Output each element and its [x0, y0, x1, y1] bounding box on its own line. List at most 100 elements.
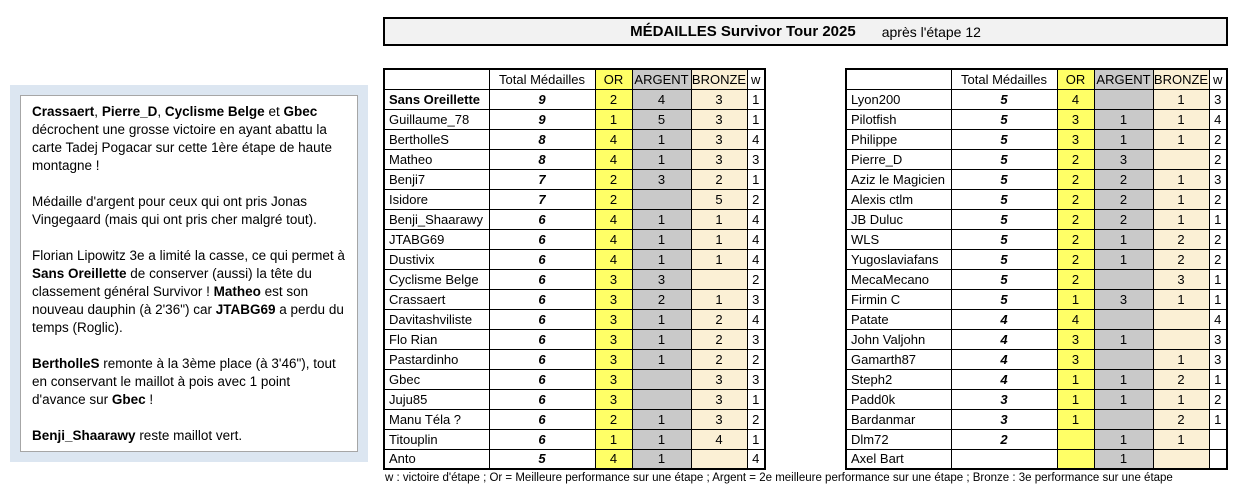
- cell-name[interactable]: Anto: [383, 448, 490, 470]
- cell-bronze[interactable]: 1: [1152, 188, 1210, 210]
- cell-bronze[interactable]: 1: [690, 208, 748, 230]
- cell-argent[interactable]: 1: [631, 328, 692, 350]
- cell-argent[interactable]: [1093, 308, 1154, 330]
- cell-name[interactable]: BertholleS: [383, 128, 490, 150]
- cell-or[interactable]: 4: [594, 208, 633, 230]
- cell-w[interactable]: 1: [746, 168, 766, 190]
- cell-total[interactable]: 6: [488, 228, 596, 250]
- cell-w[interactable]: 2: [746, 408, 766, 430]
- cell-bronze[interactable]: 1: [1152, 428, 1210, 450]
- cell-w[interactable]: 4: [746, 208, 766, 230]
- cell-w[interactable]: 2: [1208, 388, 1228, 410]
- cell-total[interactable]: 5: [950, 188, 1058, 210]
- cell-argent[interactable]: 1: [631, 408, 692, 430]
- cell-total[interactable]: 3: [950, 408, 1058, 430]
- cell-name[interactable]: Patate: [845, 308, 952, 330]
- col-header-name[interactable]: [845, 68, 952, 90]
- cell-argent[interactable]: 3: [1093, 148, 1154, 170]
- cell-or[interactable]: 4: [594, 448, 633, 470]
- cell-w[interactable]: 1: [746, 108, 766, 130]
- cell-name[interactable]: Manu Téla ?: [383, 408, 490, 430]
- cell-or[interactable]: 2: [1056, 208, 1095, 230]
- cell-name[interactable]: WLS: [845, 228, 952, 250]
- cell-or[interactable]: 2: [594, 168, 633, 190]
- cell-w[interactable]: 2: [1208, 228, 1228, 250]
- cell-total[interactable]: 5: [950, 108, 1058, 130]
- cell-total[interactable]: 9: [488, 88, 596, 110]
- cell-argent[interactable]: 2: [1093, 188, 1154, 210]
- cell-argent[interactable]: [1093, 268, 1154, 290]
- cell-bronze[interactable]: 1: [1152, 388, 1210, 410]
- cell-bronze[interactable]: 2: [1152, 368, 1210, 390]
- cell-w[interactable]: 1: [746, 428, 766, 450]
- cell-w[interactable]: 3: [1208, 348, 1228, 370]
- cell-name[interactable]: Cyclisme Belge: [383, 268, 490, 290]
- cell-total[interactable]: 6: [488, 408, 596, 430]
- cell-argent[interactable]: 1: [1093, 428, 1154, 450]
- cell-w[interactable]: 2: [1208, 128, 1228, 150]
- cell-argent[interactable]: 1: [631, 128, 692, 150]
- cell-argent[interactable]: 1: [631, 148, 692, 170]
- cell-name[interactable]: Isidore: [383, 188, 490, 210]
- cell-name[interactable]: Aziz le Magicien: [845, 168, 952, 190]
- cell-name[interactable]: Axel Bart: [845, 448, 952, 470]
- cell-name[interactable]: Dustivix: [383, 248, 490, 270]
- cell-name[interactable]: Benji7: [383, 168, 490, 190]
- cell-or[interactable]: 3: [594, 308, 633, 330]
- cell-argent[interactable]: 1: [1093, 388, 1154, 410]
- cell-w[interactable]: 1: [1208, 408, 1228, 430]
- cell-total[interactable]: 6: [488, 348, 596, 370]
- cell-argent[interactable]: [631, 388, 692, 410]
- cell-or[interactable]: 3: [594, 288, 633, 310]
- cell-argent[interactable]: 2: [1093, 168, 1154, 190]
- cell-argent[interactable]: [631, 368, 692, 390]
- cell-w[interactable]: 2: [746, 188, 766, 210]
- cell-or[interactable]: 4: [1056, 88, 1095, 110]
- cell-w[interactable]: 4: [746, 228, 766, 250]
- cell-w[interactable]: 4: [746, 448, 766, 470]
- cell-total[interactable]: 5: [950, 168, 1058, 190]
- cell-bronze[interactable]: 2: [1152, 248, 1210, 270]
- col-header-argent[interactable]: ARGENT: [1093, 68, 1154, 90]
- cell-w[interactable]: 4: [1208, 308, 1228, 330]
- col-header-total[interactable]: Total Médailles: [950, 68, 1058, 90]
- cell-or[interactable]: 2: [1056, 168, 1095, 190]
- cell-total[interactable]: 4: [950, 308, 1058, 330]
- cell-or[interactable]: 2: [594, 88, 633, 110]
- cell-bronze[interactable]: 1: [690, 228, 748, 250]
- cell-or[interactable]: 2: [1056, 268, 1095, 290]
- cell-total[interactable]: 6: [488, 388, 596, 410]
- cell-argent[interactable]: 1: [631, 228, 692, 250]
- cell-argent[interactable]: 1: [631, 428, 692, 450]
- cell-or[interactable]: 3: [1056, 328, 1095, 350]
- cell-or[interactable]: 3: [1056, 108, 1095, 130]
- cell-argent[interactable]: 1: [1093, 368, 1154, 390]
- col-header-bronze[interactable]: BRONZE: [690, 68, 748, 90]
- cell-argent[interactable]: 3: [1093, 288, 1154, 310]
- cell-w[interactable]: 2: [746, 348, 766, 370]
- cell-argent[interactable]: 1: [1093, 128, 1154, 150]
- cell-name[interactable]: Gamarth87: [845, 348, 952, 370]
- cell-name[interactable]: Padd0k: [845, 388, 952, 410]
- col-header-or[interactable]: OR: [1056, 68, 1095, 90]
- cell-or[interactable]: 1: [1056, 388, 1095, 410]
- cell-total[interactable]: 6: [488, 248, 596, 270]
- cell-name[interactable]: Matheo: [383, 148, 490, 170]
- cell-name[interactable]: Davitashviliste: [383, 308, 490, 330]
- cell-name[interactable]: John Valjohn: [845, 328, 952, 350]
- cell-or[interactable]: 3: [594, 368, 633, 390]
- cell-w[interactable]: 1: [1208, 268, 1228, 290]
- cell-or[interactable]: [1056, 428, 1095, 450]
- cell-name[interactable]: Pierre_D: [845, 148, 952, 170]
- cell-name[interactable]: Guillaume_78: [383, 108, 490, 130]
- cell-bronze[interactable]: 1: [1152, 128, 1210, 150]
- cell-argent[interactable]: 3: [631, 268, 692, 290]
- cell-name[interactable]: JB Duluc: [845, 208, 952, 230]
- cell-total[interactable]: 5: [950, 268, 1058, 290]
- cell-total[interactable]: 4: [950, 348, 1058, 370]
- cell-bronze[interactable]: 1: [690, 288, 748, 310]
- cell-argent[interactable]: 1: [631, 348, 692, 370]
- cell-name[interactable]: Bardanmar: [845, 408, 952, 430]
- cell-bronze[interactable]: 5: [690, 188, 748, 210]
- cell-or[interactable]: 3: [594, 348, 633, 370]
